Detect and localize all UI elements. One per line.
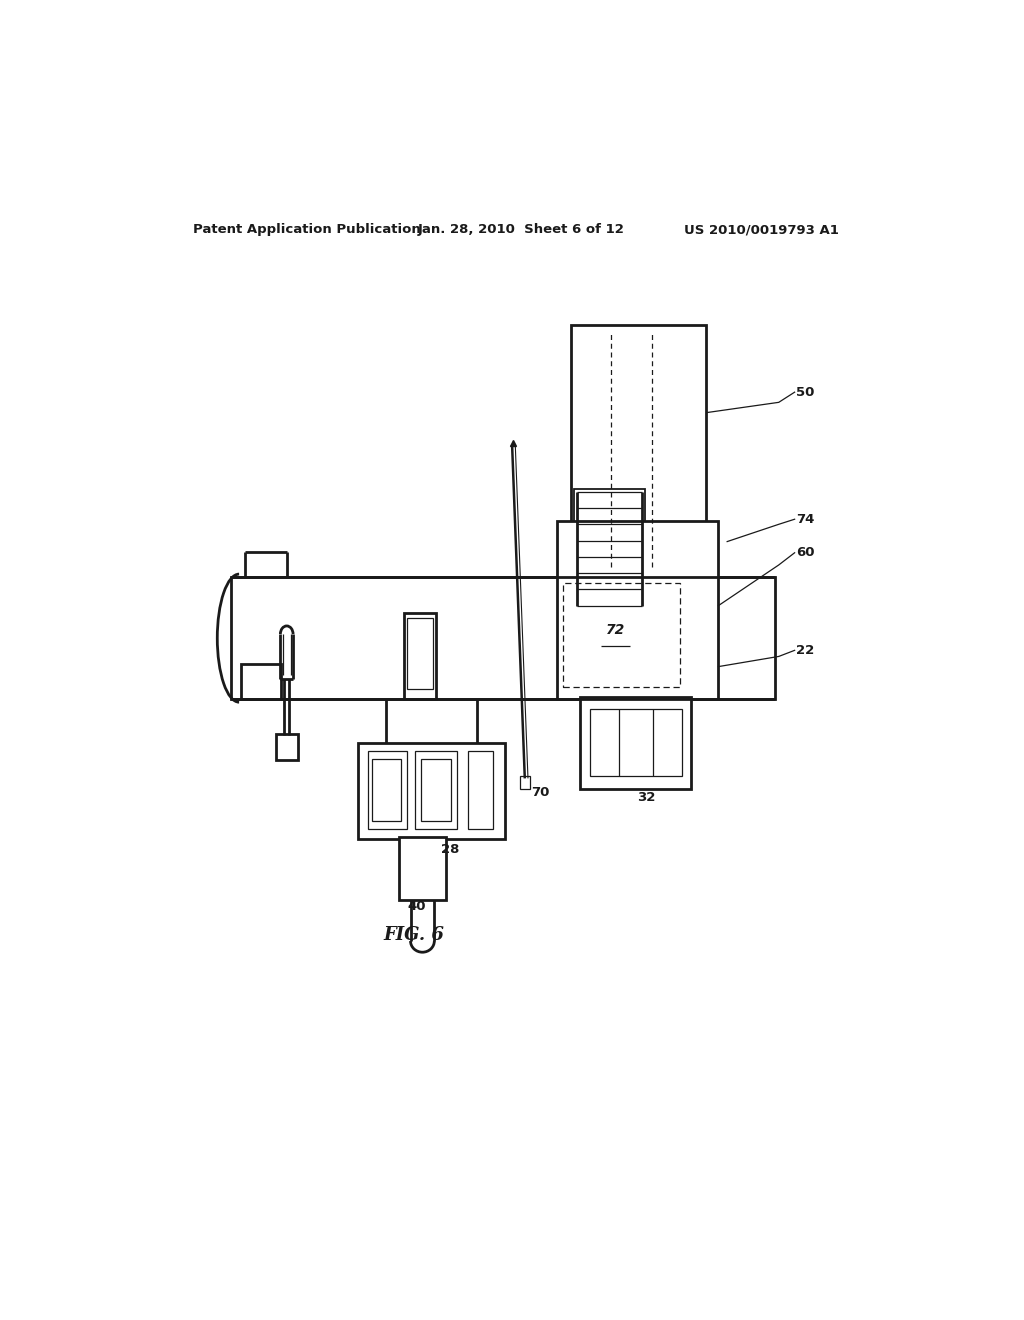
- Bar: [231, 577, 775, 700]
- Bar: [570, 325, 706, 577]
- Bar: [421, 759, 451, 821]
- Bar: [581, 697, 691, 788]
- Bar: [563, 583, 680, 686]
- Bar: [275, 734, 298, 760]
- Text: 40: 40: [408, 900, 426, 913]
- Text: US 2010/0019793 A1: US 2010/0019793 A1: [684, 223, 839, 236]
- Bar: [520, 776, 529, 788]
- Text: Patent Application Publication: Patent Application Publication: [194, 223, 421, 236]
- Bar: [398, 837, 446, 900]
- Bar: [373, 759, 401, 821]
- Text: 28: 28: [441, 843, 460, 857]
- Text: 74: 74: [797, 512, 814, 525]
- Bar: [416, 751, 457, 829]
- Text: 32: 32: [638, 791, 655, 804]
- Text: Jan. 28, 2010  Sheet 6 of 12: Jan. 28, 2010 Sheet 6 of 12: [418, 223, 625, 236]
- Bar: [368, 751, 408, 829]
- Bar: [557, 521, 718, 700]
- Bar: [574, 488, 645, 611]
- Text: 60: 60: [797, 546, 815, 560]
- Bar: [404, 612, 436, 700]
- Text: 22: 22: [797, 644, 814, 657]
- Text: 50: 50: [797, 385, 814, 399]
- Bar: [408, 618, 433, 689]
- Text: 72: 72: [606, 623, 626, 638]
- Text: 70: 70: [531, 787, 550, 799]
- Bar: [590, 709, 682, 776]
- Bar: [242, 664, 282, 700]
- Bar: [468, 751, 494, 829]
- Text: FIG. 6: FIG. 6: [383, 925, 444, 944]
- Bar: [358, 743, 505, 840]
